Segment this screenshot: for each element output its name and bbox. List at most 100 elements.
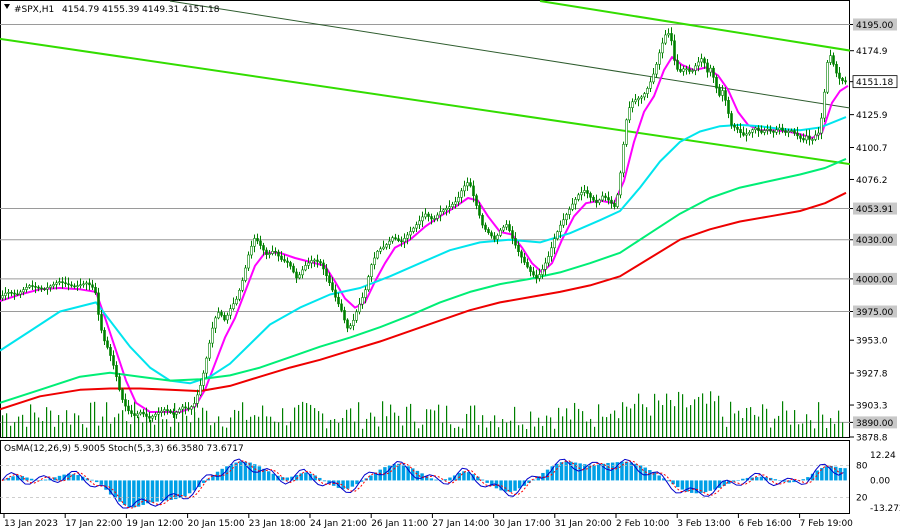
- candle-body: [259, 240, 262, 246]
- volume-bar: [650, 415, 652, 437]
- osma-bar: [727, 480, 731, 484]
- osma-bar: [448, 477, 452, 481]
- volume-bar: [482, 415, 484, 437]
- candle-body: [388, 240, 391, 245]
- candle-body: [82, 283, 85, 286]
- volume-bar: [758, 416, 760, 437]
- osma-bar: [829, 465, 833, 481]
- osma-bar: [680, 480, 685, 490]
- osma-bar: [136, 480, 141, 507]
- candle-body: [43, 288, 46, 290]
- candle-body: [400, 240, 403, 243]
- candle-body: [229, 308, 232, 316]
- candle-body: [724, 90, 727, 101]
- candle-body: [661, 42, 664, 54]
- osma-bar: [699, 480, 703, 493]
- osma-bar: [20, 476, 25, 481]
- candle-body: [250, 245, 253, 256]
- level-price-box: [853, 202, 897, 215]
- candle-body: [46, 287, 49, 290]
- volume-bar: [766, 408, 768, 437]
- osma-bar: [313, 475, 317, 481]
- osma-bar: [485, 480, 489, 483]
- osma-bar: [62, 474, 66, 481]
- osma-bar: [713, 480, 717, 490]
- osma-bar: [406, 466, 410, 481]
- volume-bar: [166, 419, 168, 437]
- candle-body: [637, 97, 640, 101]
- volume-bar: [506, 422, 508, 437]
- level-price-box: [853, 233, 897, 246]
- osma-bar: [689, 480, 694, 493]
- volume-bar: [502, 419, 504, 437]
- volume-bar: [110, 423, 112, 437]
- osma-bar: [815, 470, 819, 481]
- volume-bar: [334, 418, 336, 437]
- candle-body: [844, 80, 847, 83]
- osma-bar: [643, 467, 647, 481]
- candle-body: [442, 209, 445, 212]
- volume-bar: [762, 404, 764, 437]
- osma-bar: [676, 480, 680, 488]
- volume-bar: [246, 419, 248, 437]
- candle-body: [583, 190, 586, 193]
- candle-body: [28, 285, 31, 288]
- osma-bar: [350, 480, 355, 487]
- volume-bar: [778, 415, 780, 437]
- osma-bar: [127, 480, 131, 508]
- candle-body: [22, 289, 25, 293]
- candle-body: [586, 190, 589, 194]
- volume-bar: [346, 409, 348, 437]
- volume-bar: [570, 419, 572, 437]
- volume-bar: [238, 410, 240, 437]
- candle-body: [193, 403, 196, 407]
- osma-bar: [559, 462, 564, 481]
- volume-bar: [58, 415, 60, 437]
- volume-bar: [726, 426, 728, 437]
- volume-bar: [82, 424, 84, 437]
- candle-body: [145, 413, 148, 417]
- volume-bar: [782, 401, 784, 437]
- candle-body: [652, 73, 655, 83]
- candle-body: [733, 124, 736, 128]
- osma-bar: [299, 473, 303, 481]
- candle-body: [214, 317, 217, 329]
- osma-bar: [750, 477, 754, 481]
- osma-bar: [731, 480, 736, 482]
- candle-body: [262, 245, 265, 251]
- candle-body: [574, 199, 577, 205]
- price-tick-label: 4174.9: [856, 47, 888, 57]
- indicator-info: OsMA(12,26,9) 5.9005 Stoch(5,3,3) 66.358…: [4, 444, 244, 454]
- candle-body: [709, 67, 712, 73]
- volume-bar: [466, 413, 468, 437]
- volume-bar: [322, 413, 324, 437]
- candle-body: [70, 284, 73, 287]
- osma-bar: [369, 475, 373, 481]
- volume-bar: [358, 402, 360, 437]
- osma-bar: [257, 466, 262, 481]
- candle-body: [121, 389, 124, 400]
- candle-body: [766, 128, 769, 131]
- volume-bar: [274, 421, 276, 437]
- osma-bar: [583, 464, 587, 481]
- candle-body: [487, 229, 490, 233]
- candle-body: [220, 312, 223, 316]
- volume-bar: [834, 423, 836, 437]
- candle-body: [700, 58, 703, 63]
- osma-bar: [108, 480, 113, 495]
- osma-bar: [99, 480, 104, 485]
- osma-bar: [508, 480, 513, 493]
- osma-bar: [782, 480, 787, 482]
- volume-bar: [270, 416, 272, 437]
- candle-body: [178, 408, 181, 413]
- volume-bar: [494, 415, 496, 437]
- osma-bar: [234, 462, 238, 481]
- volume-bar: [2, 415, 4, 437]
- volume-bar: [62, 422, 64, 437]
- candle-body: [394, 237, 397, 240]
- candle-body: [577, 194, 580, 200]
- candle-body: [73, 285, 76, 288]
- volume-bar: [510, 420, 512, 437]
- osma-bar: [187, 480, 192, 494]
